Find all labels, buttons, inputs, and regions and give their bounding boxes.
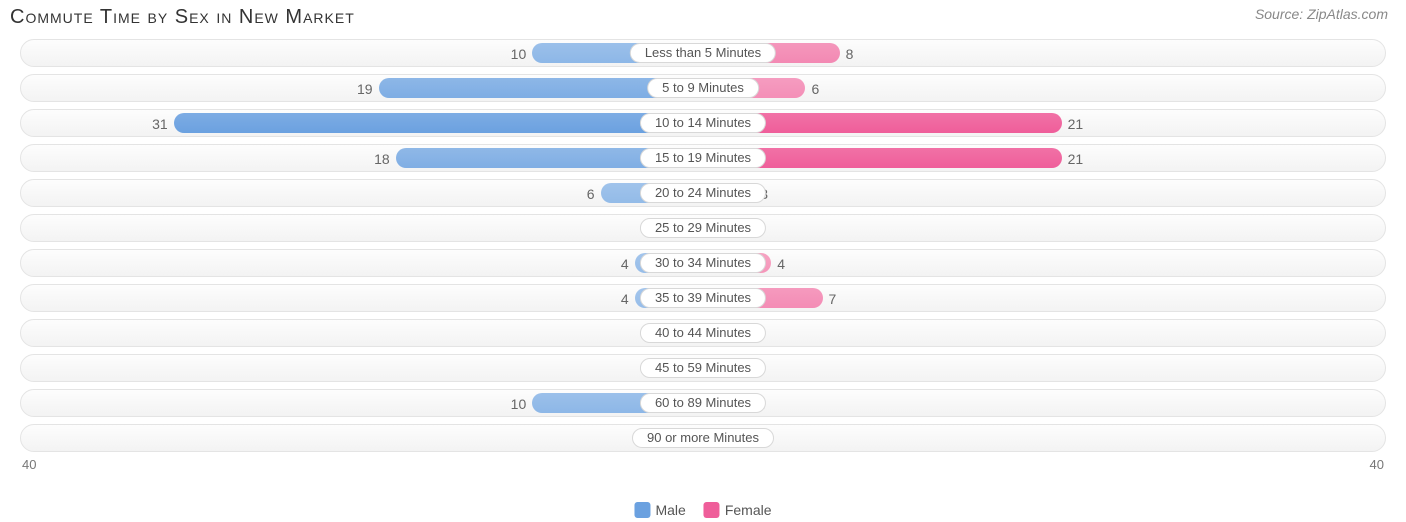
category-pill: 10 to 14 Minutes <box>640 113 766 133</box>
chart-legend: Male Female <box>634 502 771 518</box>
category-pill: 20 to 24 Minutes <box>640 183 766 203</box>
chart-row: 19 6 5 to 9 Minutes <box>20 74 1386 102</box>
chart-row: 6320 to 24 Minutes <box>20 179 1386 207</box>
chart-row: 0045 to 59 Minutes <box>20 354 1386 382</box>
chart-row: 4 4 30 to 34 Minutes <box>20 249 1386 277</box>
legend-swatch-male <box>634 502 650 518</box>
chart-row: 10 8 Less than 5 Minutes <box>20 39 1386 67</box>
category-pill: Less than 5 Minutes <box>630 43 776 63</box>
chart-title: Commute Time by Sex in New Market <box>10 6 355 29</box>
value-female: 6 <box>811 75 819 103</box>
axis-left-max: 40 <box>22 457 36 472</box>
value-female: 8 <box>846 40 854 68</box>
value-male: 6 <box>587 180 595 208</box>
category-pill: 25 to 29 Minutes <box>640 218 766 238</box>
chart-source: Source: ZipAtlas.com <box>1255 6 1388 22</box>
chart-row: 18 21 15 to 19 Minutes <box>20 144 1386 172</box>
legend-female: Female <box>704 502 772 518</box>
value-female: 7 <box>829 285 837 313</box>
legend-swatch-female <box>704 502 720 518</box>
category-pill: 60 to 89 Minutes <box>640 393 766 413</box>
chart-row: 2040 to 44 Minutes <box>20 319 1386 347</box>
chart-header: Commute Time by Sex in New Market Source… <box>0 0 1406 33</box>
category-pill: 15 to 19 Minutes <box>640 148 766 168</box>
value-female: 4 <box>777 250 785 278</box>
category-pill: 90 or more Minutes <box>632 428 774 448</box>
chart-rows: 10 8 Less than 5 Minutes 19 6 5 to 9 Minutes 3… <box>0 33 1406 452</box>
chart-row: 31 21 10 to 14 Minutes <box>20 109 1386 137</box>
legend-label-female: Female <box>725 502 772 518</box>
axis-right-max: 40 <box>1370 457 1384 472</box>
category-pill: 35 to 39 Minutes <box>640 288 766 308</box>
category-pill: 5 to 9 Minutes <box>647 78 759 98</box>
value-male: 4 <box>621 250 629 278</box>
value-female: 21 <box>1068 145 1084 173</box>
value-female: 21 <box>1068 110 1084 138</box>
chart-row: 0090 or more Minutes <box>20 424 1386 452</box>
bar-male <box>174 113 703 133</box>
chart-row: 0025 to 29 Minutes <box>20 214 1386 242</box>
category-pill: 30 to 34 Minutes <box>640 253 766 273</box>
category-pill: 40 to 44 Minutes <box>640 323 766 343</box>
value-male: 4 <box>621 285 629 313</box>
value-male: 10 <box>511 390 527 418</box>
chart-axis: 40 40 <box>0 457 1406 472</box>
value-male: 10 <box>511 40 527 68</box>
category-pill: 45 to 59 Minutes <box>640 358 766 378</box>
value-male: 19 <box>357 75 373 103</box>
legend-male: Male <box>634 502 685 518</box>
chart-container: Commute Time by Sex in New Market Source… <box>0 0 1406 522</box>
legend-label-male: Male <box>655 502 685 518</box>
value-male: 31 <box>152 110 168 138</box>
chart-row: 4 7 35 to 39 Minutes <box>20 284 1386 312</box>
chart-row: 10160 to 89 Minutes <box>20 389 1386 417</box>
value-male: 18 <box>374 145 390 173</box>
